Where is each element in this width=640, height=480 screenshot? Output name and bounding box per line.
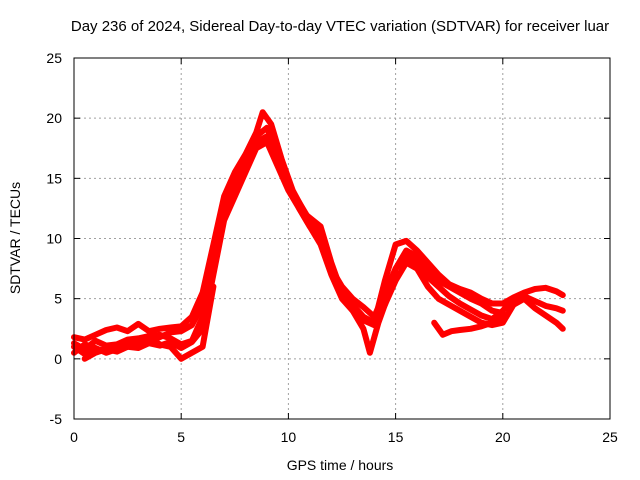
x-tick-label: 25 xyxy=(602,429,618,445)
series-track-5 xyxy=(431,312,506,338)
x-tick-label: 15 xyxy=(388,429,404,445)
x-tick-label: 0 xyxy=(70,429,78,445)
y-axis-label: SDTVAR / TECUs xyxy=(7,182,23,294)
y-tick-label: 0 xyxy=(54,351,62,367)
y-tick-label: -5 xyxy=(50,411,63,427)
series-track-6 xyxy=(81,283,217,362)
axis-ticks: 0 5 10 15 20 25 -5 0 5 10 15 20 25 xyxy=(46,50,618,445)
x-axis-label: GPS time / hours xyxy=(287,457,394,473)
y-tick-label: 10 xyxy=(46,231,62,247)
y-tick-label: 15 xyxy=(46,170,62,186)
data-series xyxy=(71,109,566,362)
x-tick-label: 20 xyxy=(495,429,511,445)
chart-title: Day 236 of 2024, Sidereal Day-to-day VTE… xyxy=(71,18,609,35)
grid-lines xyxy=(74,58,610,419)
y-tick-label: 20 xyxy=(46,110,62,126)
x-tick-label: 10 xyxy=(281,429,297,445)
y-tick-label: 5 xyxy=(54,291,62,307)
series-track-2 xyxy=(71,124,506,357)
y-tick-label: 25 xyxy=(46,50,62,66)
x-tick-label: 5 xyxy=(177,429,185,445)
series-track-1 xyxy=(71,109,566,343)
